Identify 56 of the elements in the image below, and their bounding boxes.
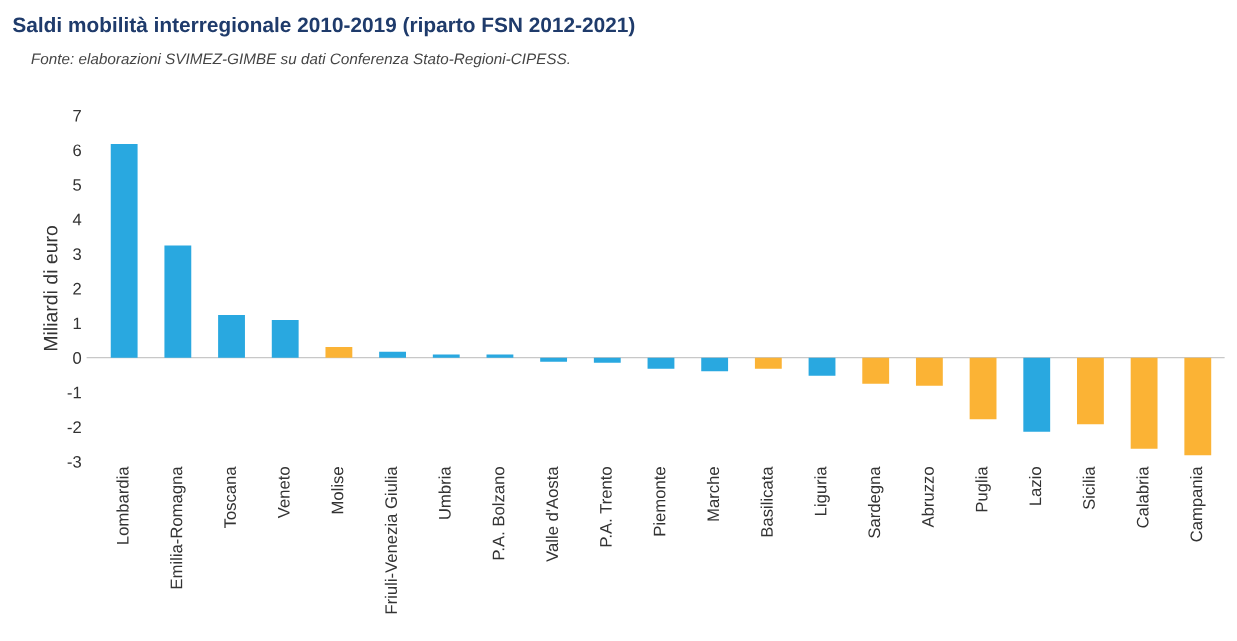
x-tick-label: Molise <box>331 467 344 514</box>
bar <box>754 357 782 369</box>
y-tick-label: 7 <box>73 109 81 122</box>
x-tick-label: Abruzzo <box>921 467 934 528</box>
bar <box>1023 357 1051 432</box>
bar <box>540 357 568 362</box>
y-tick-label: -2 <box>67 421 81 433</box>
x-tick-label: Piemonte <box>653 467 666 536</box>
bar <box>593 357 621 363</box>
y-tick-label: 5 <box>73 179 82 191</box>
x-tick-label: Emilia-Romagna <box>170 466 186 589</box>
bar <box>1130 357 1158 449</box>
chart-subtitle: Fonte: elaborazioni SVIMEZ-GIMBE su dati Conferenza Stato-Regioni-CIPESS. <box>31 53 570 68</box>
bar <box>218 315 245 358</box>
bar <box>325 346 353 358</box>
y-tick-label: 6 <box>73 144 81 157</box>
x-tick-label: P.A. Bolzano <box>492 467 505 560</box>
x-tick-label: Marche <box>706 467 720 521</box>
y-tick-label: -1 <box>67 386 81 399</box>
bar <box>1184 357 1212 456</box>
bar <box>164 245 192 358</box>
x-tick-label: P.A. Trento <box>600 467 612 547</box>
x-tick-label: Liguria <box>814 466 830 516</box>
x-tick-label: Lazio <box>1028 467 1042 505</box>
x-tick-label: Campania <box>1190 466 1206 542</box>
bar <box>969 357 997 420</box>
chart-title: Saldi mobilità interregionale 2010-2019 (riparto FSN 2012-2021) <box>12 16 635 37</box>
x-tick-label: Toscana <box>224 466 236 529</box>
bar <box>1077 357 1104 425</box>
y-tick-label: 2 <box>73 282 81 295</box>
x-tick-label: Basilicata <box>760 466 773 537</box>
bar <box>808 357 836 376</box>
x-tick-label: Sicilia <box>1082 466 1095 510</box>
bar <box>271 319 299 358</box>
x-tick-label: Sardegna <box>867 466 884 538</box>
x-tick-label: Calabria <box>1136 466 1149 528</box>
x-tick-label: Puglia <box>975 466 991 512</box>
bar <box>647 357 675 369</box>
y-tick-label: -3 <box>67 455 81 468</box>
bar <box>486 354 514 358</box>
bar <box>701 357 729 372</box>
x-tick-label: Lombardia <box>116 466 129 544</box>
y-tick-label: 0 <box>73 352 82 364</box>
x-tick-label: Friuli-Venezia Giulia <box>384 466 398 614</box>
bar <box>915 357 943 386</box>
bar <box>432 354 460 358</box>
x-tick-label: Veneto <box>278 467 290 519</box>
x-tick-label: Valle d'Aosta <box>545 466 559 562</box>
bar <box>862 357 890 384</box>
bar <box>110 144 138 358</box>
y-axis-title: Miliardi di euro <box>43 226 58 351</box>
y-tick-label: 3 <box>73 248 81 261</box>
y-tick-label: 1 <box>73 317 81 330</box>
bar <box>379 351 406 358</box>
x-tick-label: Umbria <box>438 466 451 519</box>
y-tick-label: 4 <box>72 213 82 226</box>
